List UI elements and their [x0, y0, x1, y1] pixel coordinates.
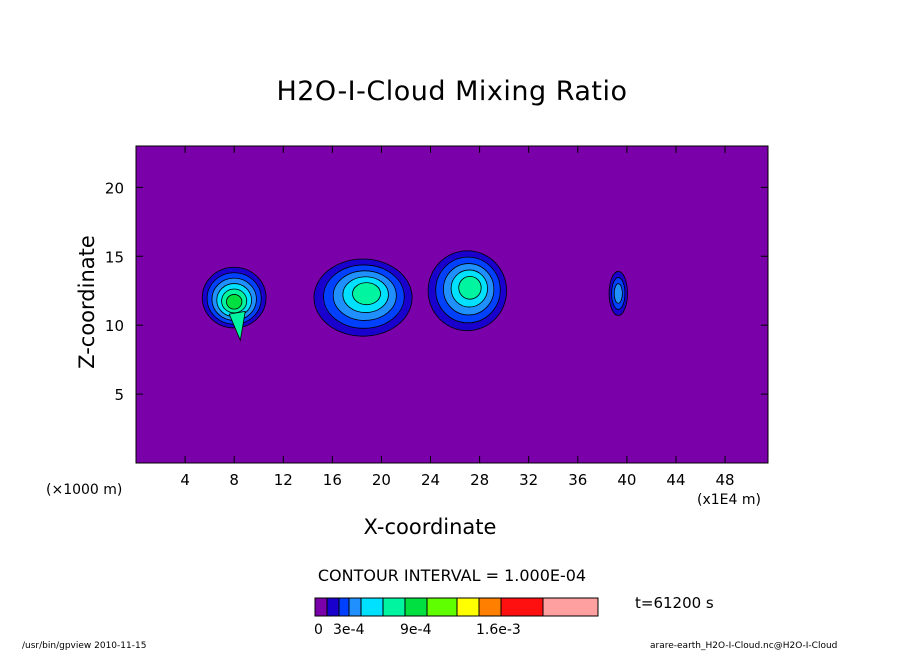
x-tick-label: 16: [323, 471, 342, 489]
x-tick-label: 48: [716, 471, 735, 489]
colorbar-swatch: [348, 597, 362, 617]
colorbar-tick-label: 3e-4: [333, 622, 365, 638]
x-tick-label: 12: [274, 471, 293, 489]
colorbar-swatch: [456, 597, 480, 617]
colorbar-swatch: [338, 597, 350, 617]
y-axis-label: Z-coordinate: [75, 235, 99, 369]
colorbar-swatch: [404, 597, 428, 617]
colorbar-swatch: [314, 597, 328, 617]
colorbar-tick-label: 1.6e-3: [476, 622, 521, 638]
contour-cell-level: [613, 283, 623, 304]
x-tick-label: 28: [470, 471, 489, 489]
contour-cells: [201, 250, 628, 342]
colorbar-swatch: [360, 597, 384, 617]
y-tick-label: 5: [114, 386, 124, 404]
x-tick-label: 44: [666, 471, 685, 489]
x-tick-label: 36: [568, 471, 587, 489]
colorbar-swatch: [326, 597, 340, 617]
x-axis-label: X-coordinate: [363, 515, 497, 539]
contour-cell-tail: [228, 310, 246, 342]
colorbar-swatch: [500, 597, 544, 617]
x-tick-label: 4: [180, 471, 190, 489]
chart-title: H2O-I-Cloud Mixing Ratio: [276, 76, 628, 107]
footer-left: /usr/bin/gpview 2010-11-15: [22, 641, 147, 651]
x-tick-label: 8: [229, 471, 239, 489]
x-tick-label: 20: [372, 471, 391, 489]
x-tick-label: 32: [519, 471, 538, 489]
y-tick-label: 10: [105, 317, 124, 335]
colorbar-tick-label: 9e-4: [400, 622, 432, 638]
plot-frame: [135, 145, 769, 464]
y-tick-label: 20: [105, 179, 124, 197]
x-unit-note: (×1000 m): [46, 482, 123, 498]
colorbar-tick-label: 0: [314, 622, 323, 638]
x-axis-ticks: 4 8 12 16 20 24 28 32 36 40 44 48: [180, 146, 735, 489]
colorbar-swatch: [382, 597, 406, 617]
x-tick-label: 24: [421, 471, 440, 489]
time-label: t=61200 s: [635, 594, 714, 612]
y-axis-ticks: 5 10 15 20: [105, 179, 768, 404]
x-tick-label: 40: [617, 471, 636, 489]
colorbar: [314, 597, 599, 617]
contour-cell-level: [458, 275, 482, 300]
colorbar-swatch: [542, 597, 599, 617]
colorbar-swatch: [426, 597, 458, 617]
contour-interval-label: CONTOUR INTERVAL = 1.000E-04: [317, 566, 587, 585]
footer-right: arare-earth_H2O-I-Cloud.nc@H2O-I-Cloud: [650, 641, 838, 651]
contour-cell-level: [226, 294, 243, 310]
contour-cell-level: [352, 282, 381, 306]
y-tick-label: 15: [105, 248, 124, 266]
x-unit-note-right: (x1E4 m): [697, 492, 761, 508]
colorbar-swatch: [478, 597, 502, 617]
